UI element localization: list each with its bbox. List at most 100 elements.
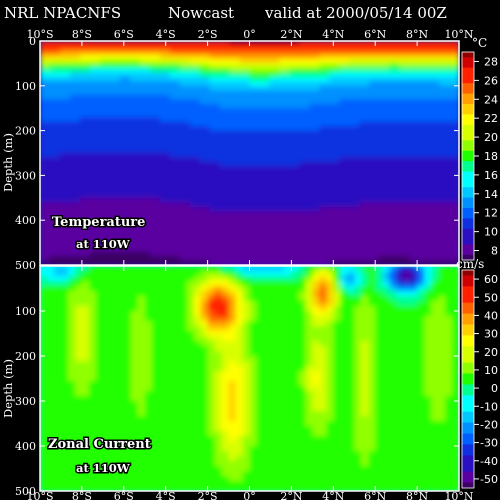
zonal-colorbar-swatch bbox=[462, 324, 474, 331]
temperature-colorbar-swatch bbox=[462, 88, 474, 95]
temperature-colorbar-label: 28 bbox=[484, 55, 498, 68]
x-tick-label-top: 10°N bbox=[444, 28, 473, 41]
zonal-colorbar-label: 20 bbox=[484, 346, 498, 359]
temperature-colorbar-swatch bbox=[462, 72, 474, 79]
zonal-colorbar-swatch bbox=[462, 482, 474, 489]
zonal-colorbar-label: -40 bbox=[480, 455, 498, 468]
temperature-colorbar-swatch bbox=[462, 228, 474, 235]
temperature-colorbar-swatch bbox=[462, 104, 474, 110]
temperature-colorbar: 28 26 24 22 20 18 16 14 12 10 8 bbox=[461, 51, 498, 261]
zonal-colorbar-swatch bbox=[462, 340, 474, 347]
zonal-colorbar-label: -10 bbox=[480, 400, 498, 413]
temperature-colorbar-unit: °C bbox=[472, 36, 487, 50]
temperature-colorbar-label: 18 bbox=[484, 150, 498, 163]
temperature-colorbar-swatch bbox=[462, 166, 474, 173]
zonal-colorbar-swatch bbox=[462, 449, 474, 456]
zonal-colorbar-swatch bbox=[462, 455, 474, 462]
temperature-colorbar-label: 26 bbox=[484, 74, 498, 87]
zonal-colorbar-swatch bbox=[462, 335, 474, 342]
zonal-colorbar-swatch bbox=[462, 477, 474, 484]
zonal-colorbar-swatch bbox=[462, 379, 474, 385]
zonal-colorbar-label: 30 bbox=[484, 328, 498, 341]
zonal-colorbar-swatch bbox=[462, 373, 474, 380]
zonal-colorbar-swatch bbox=[462, 411, 474, 418]
zonal-colorbar-label: 60 bbox=[484, 273, 498, 286]
zonal-colorbar-swatch bbox=[462, 280, 474, 287]
temperature-colorbar-swatch bbox=[462, 197, 474, 204]
zonal-y-tick-label: 200 bbox=[15, 350, 36, 363]
zonal-colorbar-swatch bbox=[462, 270, 474, 276]
temperature-colorbar-swatch bbox=[462, 171, 474, 178]
zonal-colorbar-swatch bbox=[462, 444, 474, 451]
zonal-colorbar-swatch bbox=[462, 351, 474, 358]
zonal-colorbar-swatch bbox=[462, 297, 474, 304]
temperature-colorbar-label: 16 bbox=[484, 169, 498, 182]
zonal-colorbar-label: -50 bbox=[480, 473, 498, 486]
zonal-colorbar-label: 50 bbox=[484, 291, 498, 304]
temperature-colorbar-label: 22 bbox=[484, 112, 498, 125]
zonal-colorbar-label: -20 bbox=[480, 418, 498, 431]
zonal-colorbar-unit: cm/s bbox=[456, 257, 484, 271]
x-tick-label-bottom: 4°N bbox=[322, 490, 344, 500]
zonal-subtitle: at 110W bbox=[76, 461, 131, 475]
x-tick-label-top: 6°S bbox=[114, 28, 134, 41]
x-tick-label-bottom: 4°S bbox=[156, 490, 176, 500]
temperature-colorbar-swatch bbox=[462, 130, 474, 136]
zonal-y-tick-label: 300 bbox=[15, 395, 36, 408]
temperature-colorbar-swatch bbox=[462, 239, 474, 245]
temperature-y-tick-label: 0 bbox=[29, 35, 36, 48]
x-tick-label-bottom: 6°S bbox=[114, 490, 134, 500]
x-tick-label-top: 0° bbox=[243, 28, 256, 41]
temperature-colorbar-swatch bbox=[462, 223, 474, 230]
temperature-colorbar-swatch bbox=[462, 202, 474, 209]
zonal-colorbar-swatch bbox=[462, 308, 474, 315]
x-tick-label-bottom: 8°N bbox=[406, 490, 428, 500]
temperature-colorbar-swatch bbox=[462, 145, 474, 152]
zonal-colorbar-swatch bbox=[462, 319, 474, 325]
temperature-y-tick-label: 300 bbox=[15, 169, 36, 182]
x-tick-label-bottom: 2°S bbox=[198, 490, 218, 500]
temperature-colorbar-swatch bbox=[462, 244, 474, 251]
temperature-colorbar-swatch bbox=[462, 62, 474, 69]
zonal-colorbar-swatch bbox=[462, 433, 474, 440]
header-source: NRL NPACNFS bbox=[4, 4, 121, 22]
x-tick-label-top: 4°S bbox=[156, 28, 176, 41]
temperature-colorbar-label: 20 bbox=[484, 131, 498, 144]
zonal-colorbar-swatch bbox=[462, 471, 474, 478]
zonal-colorbar-swatch bbox=[462, 406, 474, 413]
temperature-colorbar-swatch bbox=[462, 135, 474, 141]
zonal-ylabel: Depth (m) bbox=[1, 359, 15, 418]
temperature-colorbar-swatch bbox=[462, 213, 474, 219]
temperature-y-tick-label: 200 bbox=[15, 125, 36, 138]
zonal-colorbar-swatch bbox=[462, 313, 474, 320]
temperature-colorbar-swatch bbox=[462, 182, 474, 188]
zonal-colorbar-swatch bbox=[462, 389, 474, 396]
zonal-colorbar-swatch bbox=[462, 291, 474, 298]
temperature-colorbar-swatch bbox=[462, 140, 474, 147]
x-tick-label-top: 6°N bbox=[364, 28, 386, 41]
temperature-y-tick-label: 400 bbox=[15, 214, 36, 227]
zonal-colorbar-label: -30 bbox=[480, 437, 498, 450]
zonal-colorbar-label: 10 bbox=[484, 364, 498, 377]
x-tick-label-bottom: 10°N bbox=[444, 490, 473, 500]
zonal-y-tick-label: 500 bbox=[15, 485, 36, 498]
temperature-colorbar-swatch bbox=[462, 254, 474, 261]
temperature-colorbar-swatch bbox=[462, 124, 474, 131]
temperature-colorbar-swatch bbox=[462, 249, 474, 256]
temperature-colorbar-swatch bbox=[462, 114, 474, 121]
temperature-colorbar-swatch bbox=[462, 176, 474, 183]
temperature-colorbar-swatch bbox=[462, 150, 474, 157]
x-tick-label-top: 2°S bbox=[198, 28, 218, 41]
zonal-colorbar-swatch bbox=[462, 346, 474, 353]
zonal-title: Zonal Current bbox=[48, 437, 151, 452]
x-tick-label-top: 8°N bbox=[406, 28, 428, 41]
temperature-colorbar-swatch bbox=[462, 218, 474, 225]
x-tick-label-bottom: 0° bbox=[243, 490, 256, 500]
zonal-y-tick-label: 100 bbox=[15, 305, 36, 318]
x-tick-label-bottom: 10°S bbox=[26, 490, 53, 500]
temperature-colorbar-swatch bbox=[462, 57, 474, 63]
header-mode: Nowcast bbox=[168, 4, 234, 22]
temperature-y-tick-label: 500 bbox=[15, 259, 36, 272]
zonal-colorbar-label: 0 bbox=[491, 382, 498, 395]
